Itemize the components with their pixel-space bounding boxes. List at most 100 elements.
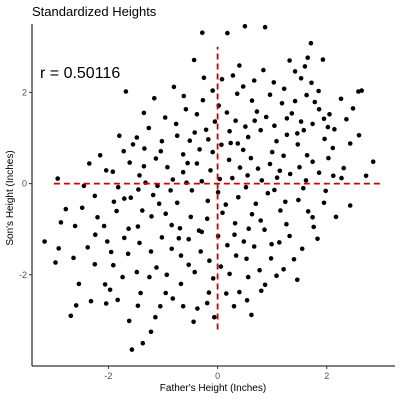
data-point	[316, 88, 321, 94]
data-point	[320, 57, 326, 62]
data-point	[298, 76, 304, 81]
data-point	[63, 206, 69, 212]
data-point	[156, 201, 162, 206]
data-point	[230, 175, 235, 181]
data-point	[218, 264, 224, 269]
data-point	[274, 273, 279, 279]
data-point	[153, 156, 159, 161]
points-layer	[42, 24, 376, 352]
data-point	[105, 239, 110, 244]
data-point	[236, 195, 241, 200]
data-point	[188, 214, 194, 220]
data-point	[114, 208, 119, 214]
data-point	[301, 127, 307, 133]
data-point	[186, 236, 191, 242]
data-point	[120, 274, 125, 280]
data-point	[269, 149, 275, 155]
data-point	[205, 198, 211, 204]
data-point	[262, 227, 267, 232]
data-point	[215, 190, 221, 195]
correlation-annotation: r = 0.50116	[40, 65, 120, 82]
data-point	[271, 80, 277, 85]
data-point	[92, 262, 98, 267]
x-axis-label: Father's Height (Inches)	[160, 383, 266, 394]
data-point	[341, 165, 347, 171]
data-point	[248, 155, 254, 161]
data-point	[344, 117, 349, 122]
data-point	[347, 141, 353, 146]
data-point	[224, 110, 230, 115]
data-point	[68, 313, 74, 319]
data-point	[258, 218, 264, 223]
data-point	[323, 188, 329, 194]
data-point	[281, 267, 286, 272]
data-point	[192, 130, 197, 135]
data-point	[272, 187, 277, 193]
data-point	[191, 319, 196, 325]
x-ticks: -2 0 2	[104, 366, 329, 381]
data-point	[138, 290, 143, 296]
data-point	[237, 63, 242, 68]
data-point	[192, 269, 197, 275]
data-point	[127, 160, 132, 165]
data-point	[338, 96, 344, 102]
data-point	[55, 176, 60, 181]
data-point	[183, 107, 189, 112]
data-point	[122, 196, 127, 201]
data-point	[303, 178, 309, 183]
data-point	[252, 118, 257, 123]
data-point	[200, 97, 206, 103]
data-point	[244, 256, 249, 262]
data-point	[169, 222, 174, 228]
data-point	[233, 118, 238, 123]
data-point	[237, 165, 243, 170]
data-point	[186, 262, 191, 268]
data-point	[187, 138, 193, 143]
data-point	[284, 221, 289, 227]
y-tick-label: 0	[22, 179, 27, 189]
data-point	[185, 160, 190, 166]
data-point	[79, 205, 85, 211]
data-point	[299, 246, 305, 252]
data-point	[198, 249, 203, 254]
data-point	[141, 110, 147, 116]
data-point	[245, 173, 250, 178]
data-point	[322, 136, 327, 142]
data-point	[140, 340, 146, 346]
data-point	[268, 256, 274, 261]
data-point	[242, 24, 248, 29]
data-point	[225, 30, 230, 36]
data-point	[287, 233, 292, 239]
reference-lines	[53, 46, 382, 330]
data-point	[148, 329, 154, 335]
data-point	[291, 257, 297, 262]
data-point	[245, 274, 251, 280]
data-point	[295, 277, 300, 283]
data-point	[141, 164, 147, 169]
data-point	[301, 185, 306, 191]
x-tick-label: -2	[104, 371, 112, 381]
data-point	[244, 298, 250, 303]
data-point	[347, 203, 353, 208]
data-point	[331, 173, 336, 179]
data-point	[159, 138, 165, 144]
data-point	[234, 91, 240, 97]
data-point	[253, 201, 259, 206]
data-point	[137, 173, 142, 178]
data-point	[227, 128, 232, 134]
data-point	[148, 249, 154, 254]
data-point	[135, 224, 141, 229]
data-point	[281, 153, 286, 159]
data-point	[228, 140, 233, 146]
data-point	[180, 152, 186, 157]
data-point	[350, 106, 356, 111]
data-point	[259, 288, 264, 294]
data-point	[363, 173, 369, 179]
data-point	[134, 135, 140, 140]
data-point	[123, 89, 129, 94]
data-point	[254, 109, 260, 114]
data-point	[243, 124, 248, 129]
data-point	[147, 274, 152, 280]
data-point	[173, 121, 179, 127]
data-point	[230, 73, 236, 78]
